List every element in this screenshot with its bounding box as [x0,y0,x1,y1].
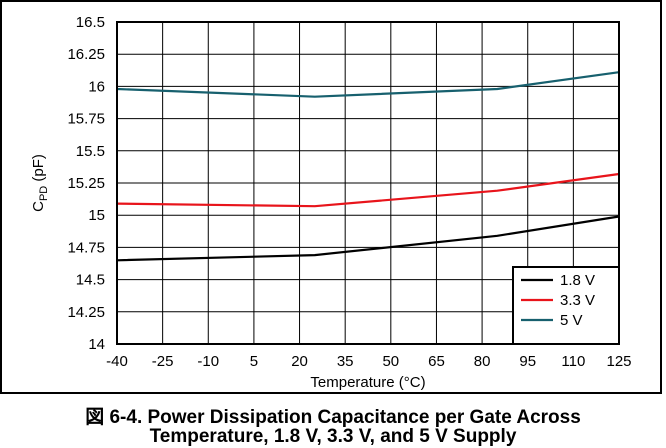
plot-area-border [116,21,620,345]
y-tick-label: 15.5 [76,143,105,160]
y-axis-label-unit: (pF) [30,154,47,186]
y-tick-label: 14 [88,336,105,353]
x-tick-label: 80 [474,353,491,370]
x-tick-label: 20 [291,353,308,370]
x-tick-label: 50 [382,353,399,370]
y-tick-label: 15.25 [67,175,105,192]
series-line-3 [116,71,620,98]
y-axis-label: CPD (pF) [30,154,50,212]
y-tick-label: 16 [88,78,105,95]
y-tick-label: 14.75 [67,239,105,256]
x-tick-label: -10 [197,353,219,370]
legend-label: 5 V [560,312,583,329]
legend-label: 1.8 V [560,272,595,289]
series-line-1 [116,215,620,262]
x-tick-label: -40 [106,353,128,370]
y-tick-label: 16.25 [67,46,105,63]
y-axis-label-main: C [30,201,47,212]
y-axis-label-subscript: PD [38,186,50,201]
legend: 1.8 V 3.3 V 5 V [512,266,620,345]
x-tick-label: 5 [250,353,258,370]
figure-caption-line-2: Temperature, 1.8 V, 3.3 V, and 5 V Suppl… [149,426,517,447]
y-tick-label: 16.5 [76,14,105,31]
x-tick-label: 65 [428,353,445,370]
y-tick-label: 15 [88,207,105,224]
x-axis-label: Temperature (°C) [310,374,425,391]
x-tick-label: 125 [606,353,631,370]
x-tick-label: -25 [152,353,174,370]
y-tick-label: 15.75 [67,111,105,128]
series-line-2 [116,172,620,208]
legend-label: 3.3 V [560,292,595,309]
y-tick-label: 14.25 [67,304,105,321]
y-tick-label: 14.5 [76,272,105,289]
x-tick-label: 95 [519,353,536,370]
x-tick-label: 35 [337,353,354,370]
line-chart: 16.5 16.25 16 15.75 15.5 15.25 15 14.75 14.5 14.2… [30,14,632,391]
x-tick-label: 110 [561,353,585,370]
figure-caption-line-1: 図 6-4. Power Dissipation Capacitance per… [85,407,581,428]
